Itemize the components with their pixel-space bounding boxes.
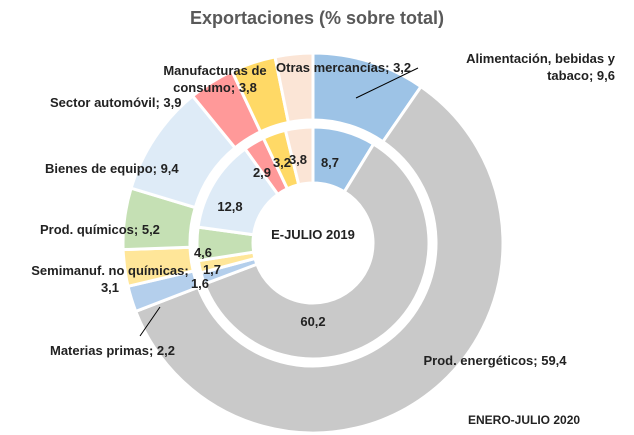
outer-label: Otras mercancías; 3,2: [276, 60, 412, 75]
rings: [121, 51, 505, 435]
inner-label: 12,8: [217, 199, 243, 214]
outer-label: Alimentación, bebidas y tabaco; 9,6: [466, 51, 615, 83]
leader-line: [355, 67, 419, 99]
donut-segment: [133, 84, 505, 435]
inner-label: 2,9: [252, 165, 272, 180]
inner-label: 3,2: [272, 155, 292, 170]
outer-label: Manufacturas de consumo; 3,8: [163, 63, 267, 95]
outer-label: Prod. químicos; 5,2: [40, 222, 160, 237]
inner-label: 60,2: [300, 314, 326, 329]
outer-label: Bienes de equipo; 9,4: [45, 161, 179, 176]
outer-series-name: ENERO-JULIO 2020: [468, 413, 581, 427]
donut-segment: [283, 125, 315, 187]
outer-label: Materias primas; 2,2: [50, 343, 176, 358]
outer-label: Prod. energéticos; 59,4: [423, 353, 567, 368]
inner-label: 1,6: [190, 276, 210, 291]
inner-label: 3,8: [288, 152, 308, 167]
inner-label: 8,7: [320, 155, 340, 170]
donut-segment: [273, 51, 315, 125]
inner-label: 1,7: [202, 262, 222, 277]
chart-title: Exportaciones (% sobre total): [189, 8, 445, 28]
inner-series-name: E-JULIO 2019: [271, 227, 355, 242]
outer-label: Sector automóvil; 3,9: [50, 95, 182, 110]
leader-line: [139, 306, 161, 337]
outer-label: Semimanuf. no químicas; 3,1: [31, 263, 189, 295]
inner-label: 4,6: [193, 245, 213, 260]
donut-segment: [202, 142, 431, 361]
